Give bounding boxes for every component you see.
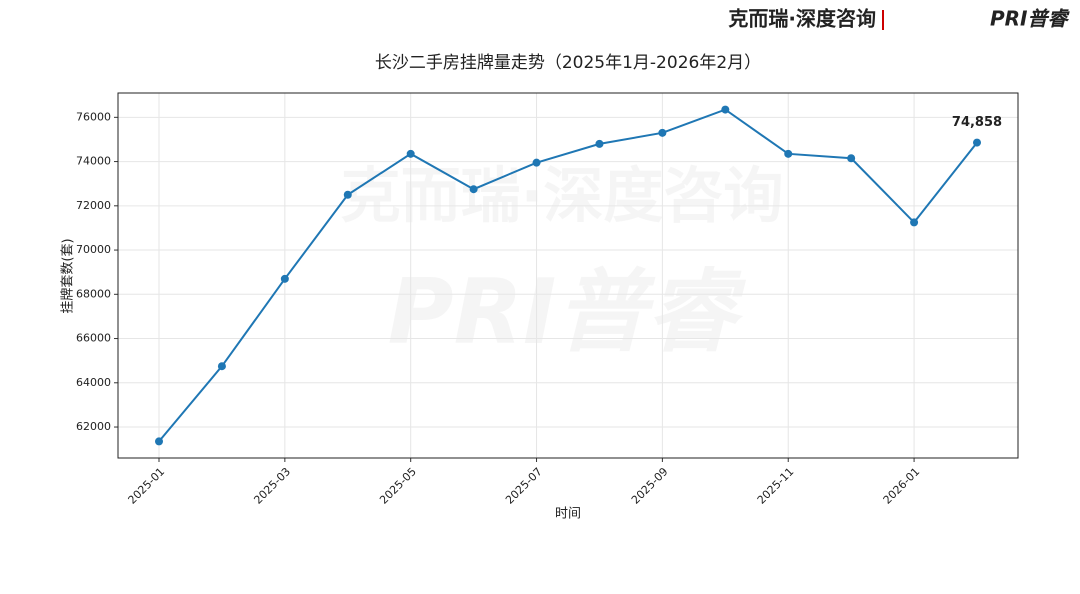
y-tick-label: 64000 — [76, 376, 111, 389]
y-tick-label: 74000 — [76, 155, 111, 168]
point — [910, 218, 919, 227]
plot-frame — [117, 92, 1019, 459]
point — [217, 362, 226, 371]
point — [658, 128, 667, 137]
point — [406, 149, 415, 158]
point — [532, 158, 541, 167]
brand-left: 克而瑞·深度咨询 — [728, 7, 876, 31]
y-axis-label: 挂牌套数(套) — [60, 238, 76, 313]
x-tick-label: 2025-03 — [251, 465, 293, 507]
point — [784, 149, 793, 158]
x-tick-label: 2025-09 — [629, 465, 671, 507]
x-tick-label: 2025-01 — [126, 465, 168, 507]
x-tick-label: 2025-11 — [755, 465, 797, 507]
x-tick-label: 2026-01 — [881, 465, 923, 507]
watermark: PRI普睿 — [388, 260, 747, 365]
point — [280, 274, 289, 283]
point — [343, 190, 352, 199]
point — [469, 185, 478, 194]
x-tick-label: 2025-07 — [503, 465, 545, 507]
y-tick-label: 68000 — [76, 287, 111, 300]
brand-right: PRI普睿 — [990, 7, 1071, 31]
point — [721, 105, 730, 114]
y-tick-label: 66000 — [76, 332, 111, 345]
x-axis-label: 时间 — [555, 507, 581, 522]
point — [847, 154, 856, 163]
y-tick-label: 76000 — [76, 110, 111, 123]
chart-title: 长沙二手房挂牌量走势（2025年1月-2026年2月） — [375, 53, 761, 73]
point — [595, 139, 604, 148]
x-tick-label: 2025-05 — [377, 465, 419, 507]
watermark: 克而瑞·深度咨询 — [341, 162, 784, 232]
point — [155, 437, 163, 446]
y-tick-label: 62000 — [76, 420, 111, 433]
line — [158, 108, 978, 443]
point — [973, 138, 981, 147]
value-label: 74,858 — [952, 115, 1002, 130]
y-tick-label: 70000 — [76, 243, 111, 256]
y-tick-label: 72000 — [76, 199, 111, 212]
